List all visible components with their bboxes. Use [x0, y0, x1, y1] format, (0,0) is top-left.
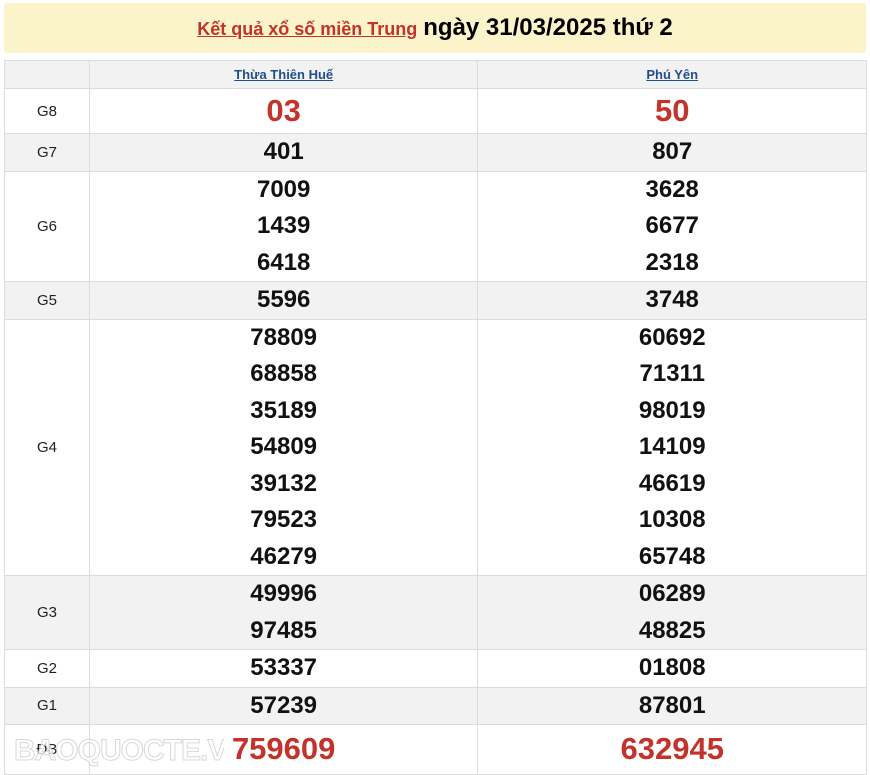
prize-number: 1439 — [256, 212, 311, 239]
prize-number: 57239 — [250, 691, 318, 719]
prize-cell: 49996 97485 — [88, 575, 479, 650]
province-link-phu-yen[interactable]: Phú Yên — [646, 66, 699, 82]
prize-number: 48825 — [638, 616, 706, 644]
prize-number: 46619 — [638, 469, 706, 497]
prize-number: 3748 — [645, 286, 699, 313]
prize-number: 35189 — [250, 396, 318, 424]
prize-label: G6 — [4, 170, 90, 282]
prize-cell: 78809 68858 35189 54809 39132 79523 46279 — [88, 318, 479, 576]
prize-number: 50 — [654, 92, 690, 128]
prize-row-G1: G1 57239 87801 — [4, 686, 867, 725]
prize-number: 3628 — [645, 175, 699, 203]
results-title: Kết quả xổ số miền Trung ngày 31/03/2025 … — [4, 3, 866, 53]
prize-cell: 87801 — [477, 686, 867, 725]
prize-cell: 5596 — [88, 281, 479, 320]
prize-row-G7: G7 401 807 — [4, 133, 867, 172]
prize-cell: 50 — [477, 88, 867, 134]
prize-label: G1 — [4, 686, 90, 725]
prize-number: 68858 — [250, 360, 318, 387]
prize-number: 78809 — [250, 323, 318, 351]
prize-cell: 60692 71311 98019 14109 46619 10308 65748 — [477, 318, 867, 576]
prize-number: 14109 — [638, 433, 706, 460]
prize-number: 759609 — [231, 731, 336, 767]
prize-row-G2: G2 53337 01808 — [4, 649, 867, 688]
prize-cell: 53337 — [88, 649, 479, 688]
prize-cell: 06289 48825 — [477, 575, 867, 650]
prize-number: 632945 — [620, 731, 724, 767]
prize-number: 06289 — [638, 580, 706, 607]
prize-number: 807 — [652, 138, 693, 165]
prize-number: 49996 — [250, 580, 318, 607]
prize-cell: 632945 — [477, 724, 867, 775]
prize-number: 2318 — [645, 248, 699, 276]
prize-label: G8 — [4, 88, 90, 134]
prize-row-G6: G6 7009 1439 6418 3628 6677 2318 — [4, 170, 867, 282]
prize-number: 98019 — [638, 396, 706, 424]
prize-label: ĐB — [4, 724, 90, 775]
prize-number: 10308 — [638, 506, 706, 533]
mien-trung-link[interactable]: Kết quả xổ số miền Trung — [197, 19, 418, 39]
prize-cell: 01808 — [477, 649, 867, 688]
prize-row-G8: G8 03 50 — [4, 88, 867, 134]
prize-number: 5596 — [256, 286, 311, 313]
prize-number: 97485 — [250, 616, 318, 644]
prize-cell: 3628 6677 2318 — [477, 170, 867, 282]
prize-number: 03 — [266, 92, 301, 128]
prize-label: G3 — [4, 575, 90, 650]
table-header: Thừa Thiên Huế Phú Yên — [4, 60, 867, 89]
prize-number: 79523 — [250, 506, 318, 533]
prize-cell: 401 — [88, 133, 479, 172]
prize-row-ĐB: ĐB 759609 632945 — [4, 724, 867, 775]
prize-number: 46279 — [250, 542, 318, 570]
prize-number: 60692 — [638, 323, 706, 351]
prize-label: G7 — [4, 133, 90, 172]
prize-number: 54809 — [250, 433, 318, 460]
prize-row-G3: G3 49996 97485 06289 48825 — [4, 575, 867, 650]
prize-cell: 03 — [88, 88, 479, 134]
prize-row-G4: G4 78809 68858 35189 54809 39132 79523 46279 606… — [4, 318, 867, 576]
draw-date: ngày 31/03/2025 thứ 2 — [423, 14, 673, 41]
prize-number: 65748 — [638, 542, 706, 570]
prize-cell: 7009 1439 6418 — [88, 170, 479, 282]
prize-label: G4 — [4, 318, 90, 576]
prize-number: 6677 — [645, 212, 699, 239]
prize-number: 53337 — [250, 654, 318, 681]
prize-cell: 57239 — [88, 686, 479, 725]
prize-number: 7009 — [256, 175, 311, 203]
province-link-thua-thien-hue[interactable]: Thừa Thiên Huế — [234, 66, 334, 82]
prize-label: G5 — [4, 281, 90, 320]
prize-number: 71311 — [639, 360, 705, 387]
prize-number: 87801 — [638, 691, 706, 719]
prize-cell: 807 — [477, 133, 867, 172]
prize-row-G5: G5 5596 3748 — [4, 281, 867, 320]
prize-number: 01808 — [638, 654, 706, 681]
prize-cell: 3748 — [477, 281, 867, 320]
prize-number: 39132 — [250, 469, 318, 497]
prize-number: 6418 — [256, 248, 311, 276]
prize-cell: 759609 — [88, 724, 479, 775]
prize-label: G2 — [4, 649, 90, 688]
results-table: Thừa Thiên Huế Phú Yên G8 03 50 G7 401 807 G6 7… — [4, 60, 867, 775]
prize-number: 401 — [263, 138, 304, 165]
